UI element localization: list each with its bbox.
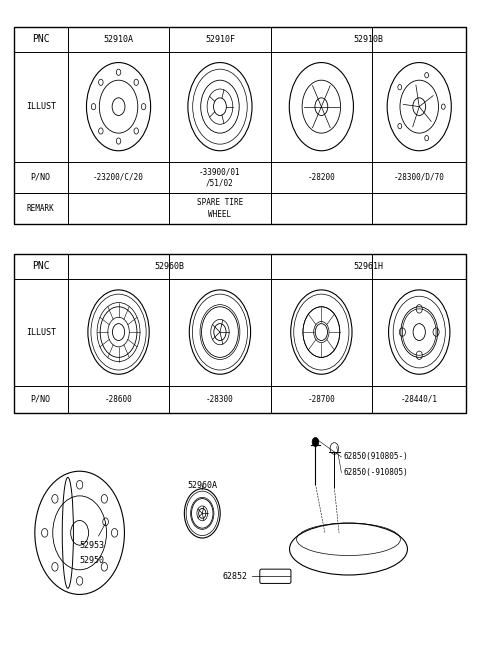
Text: 52960A: 52960A xyxy=(187,481,217,490)
Text: 52950: 52950 xyxy=(79,556,104,565)
Text: PNC: PNC xyxy=(32,261,49,271)
Text: -23200/C/20: -23200/C/20 xyxy=(93,173,144,182)
Text: 52960B: 52960B xyxy=(154,261,184,271)
Text: 52953: 52953 xyxy=(79,541,104,551)
Text: -28600: -28600 xyxy=(105,395,132,403)
Text: 52910B: 52910B xyxy=(354,35,384,44)
Text: 62852: 62852 xyxy=(223,572,248,581)
Text: P/NO: P/NO xyxy=(31,173,51,182)
Bar xyxy=(13,27,467,224)
Text: 62850(-910805): 62850(-910805) xyxy=(344,468,408,477)
Text: ILLUST: ILLUST xyxy=(26,328,56,336)
Text: 62850(910805-): 62850(910805-) xyxy=(344,453,408,461)
Text: PNC: PNC xyxy=(32,34,49,44)
Circle shape xyxy=(312,438,319,447)
Text: -33900/01
/51/02: -33900/01 /51/02 xyxy=(199,168,241,187)
Text: -28300: -28300 xyxy=(206,395,234,403)
Bar xyxy=(13,254,467,413)
Text: 52961H: 52961H xyxy=(354,261,384,271)
Text: -28700: -28700 xyxy=(308,395,335,403)
Text: ILLUST: ILLUST xyxy=(26,102,56,111)
Text: 52910A: 52910A xyxy=(104,35,133,44)
Text: -28300/D/70: -28300/D/70 xyxy=(394,173,444,182)
Text: SPARE TIRE
WHEEL: SPARE TIRE WHEEL xyxy=(197,198,243,219)
Text: P/NO: P/NO xyxy=(31,395,51,403)
Text: -28200: -28200 xyxy=(308,173,335,182)
Text: 52910F: 52910F xyxy=(205,35,235,44)
Text: -28440/1: -28440/1 xyxy=(401,395,438,403)
Text: REMARK: REMARK xyxy=(27,204,55,213)
